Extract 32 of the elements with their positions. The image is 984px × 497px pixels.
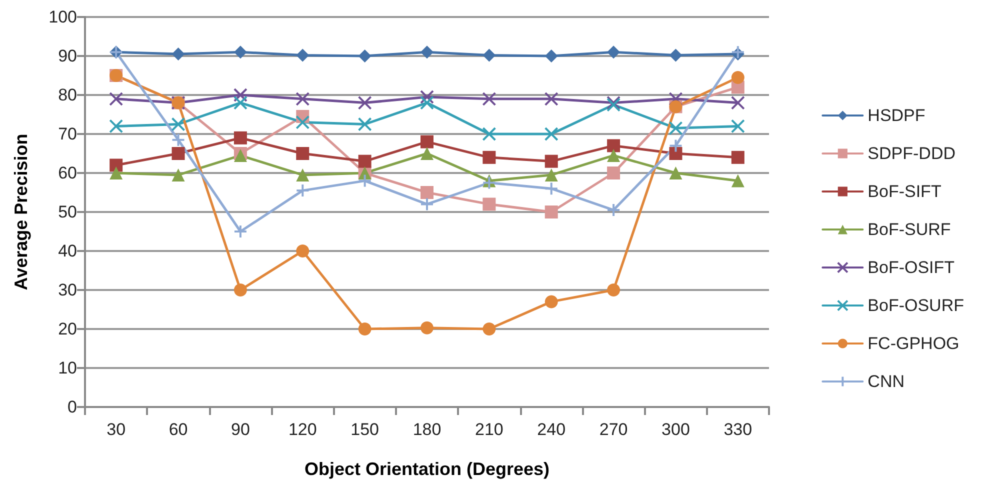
legend-label: CNN: [868, 372, 905, 391]
x-tick-label: 120: [288, 420, 317, 439]
x-tick-label: 150: [350, 420, 380, 439]
x-tick-label: 180: [412, 420, 442, 439]
legend-label: BoF-OSURF: [868, 296, 964, 315]
x-axis-title: Object Orientation (Degrees): [304, 459, 550, 479]
y-tick-label: 90: [58, 46, 77, 66]
y-tick-label: 20: [58, 320, 77, 338]
legend-label: BoF-SIFT: [868, 182, 942, 201]
x-tick-label: 270: [599, 420, 628, 439]
y-tick-label: 40: [58, 242, 77, 260]
legend-label: HSDPF: [868, 106, 926, 125]
y-tick-label: 80: [58, 86, 77, 104]
y-tick-label: 60: [58, 164, 77, 182]
y-tick-label: 100: [48, 8, 77, 26]
y-tick-label: 70: [58, 124, 77, 144]
y-tick-label: 0: [68, 398, 77, 416]
y-tick-label: 10: [58, 358, 77, 378]
x-tick-label: 300: [662, 420, 690, 439]
x-tick-label: 240: [537, 420, 566, 439]
legend-label: BoF-OSIFT: [868, 258, 955, 277]
legend-label: BoF-SURF: [868, 220, 951, 239]
y-axis-title: Average Precision: [11, 134, 31, 290]
x-tick-label: 210: [474, 420, 504, 439]
legend-label: FC-GPHOG: [868, 334, 960, 353]
x-tick-label: 90: [230, 420, 250, 439]
y-tick-label: 50: [58, 202, 77, 222]
y-tick-label: 30: [58, 280, 77, 300]
legend-label: SDPF-DDD: [868, 144, 956, 163]
x-tick-label: 330: [724, 420, 752, 439]
x-tick-label: 30: [106, 420, 126, 439]
x-tick-label: 60: [168, 420, 188, 439]
